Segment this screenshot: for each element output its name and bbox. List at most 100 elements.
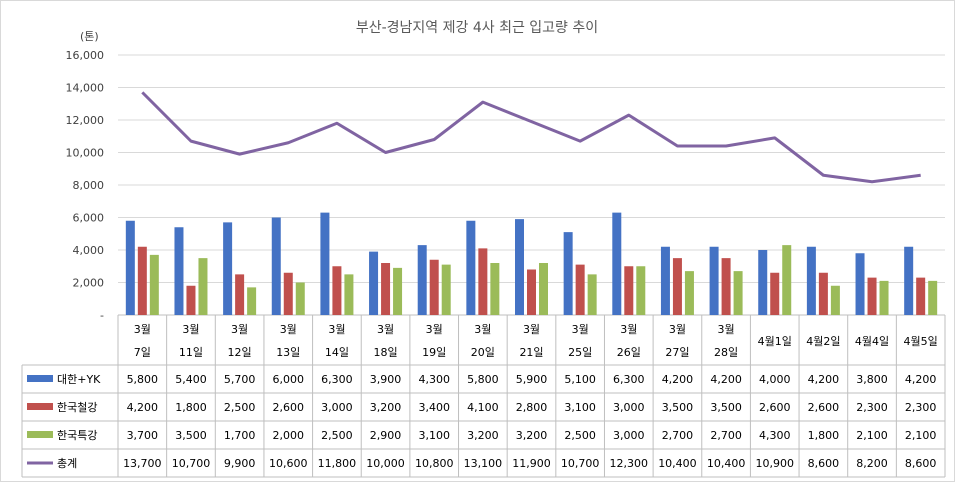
legend-label: 총계: [57, 457, 77, 470]
data-label: 2,500: [564, 429, 596, 442]
bar: [587, 274, 597, 315]
data-label: 4,200: [905, 373, 937, 386]
bar: [223, 222, 233, 315]
data-label: 10,000: [366, 457, 405, 470]
y-tick-label: 8,000: [73, 179, 105, 192]
data-label: 2,700: [662, 429, 694, 442]
data-label: 4,200: [808, 373, 840, 386]
data-label: 3,500: [662, 401, 694, 414]
data-label: 13,100: [464, 457, 503, 470]
y-tick-label: 12,000: [66, 114, 105, 127]
bar: [125, 220, 135, 315]
bar: [515, 219, 524, 315]
data-label: 8,200: [856, 457, 888, 470]
data-label: 4,200: [710, 373, 742, 386]
data-label: 10,600: [269, 457, 308, 470]
bar: [830, 285, 840, 315]
data-label: 2,100: [905, 429, 937, 442]
data-label: 11,800: [318, 457, 357, 470]
y-axis-unit: (톤): [80, 30, 99, 43]
category-label: 3월: [377, 323, 394, 336]
data-label: 2,500: [224, 401, 256, 414]
category-label: 3월: [523, 323, 540, 336]
data-label: 2,600: [808, 401, 840, 414]
bar: [539, 263, 548, 315]
category-label: 26일: [617, 345, 641, 359]
bar: [149, 254, 159, 315]
bar: [904, 246, 914, 315]
data-label: 5,700: [224, 373, 256, 386]
data-label: 2,700: [710, 429, 742, 442]
legend-label: 한국특강: [57, 429, 97, 442]
category-label: 19일: [422, 345, 446, 359]
category-label: 3월: [231, 323, 248, 336]
bar: [490, 263, 500, 315]
bar: [575, 264, 585, 315]
bar: [928, 280, 938, 315]
category-label: 11일: [179, 345, 203, 359]
category-label: 7일: [134, 345, 151, 359]
category-label: 20일: [471, 345, 495, 359]
data-label: 1,800: [175, 401, 207, 414]
bar: [478, 248, 488, 315]
data-label: 2,900: [370, 429, 402, 442]
y-tick-label: -: [100, 309, 104, 322]
data-label: 3,000: [613, 401, 645, 414]
data-label: 8,600: [808, 457, 840, 470]
data-label: 10,800: [415, 457, 454, 470]
bar: [563, 232, 573, 315]
data-label: 3,700: [127, 429, 159, 442]
data-label: 10,400: [658, 457, 697, 470]
legend-key: [27, 403, 53, 410]
bar: [137, 246, 147, 315]
data-label: 2,000: [273, 429, 305, 442]
bar: [417, 245, 427, 315]
data-label: 2,300: [905, 401, 937, 414]
data-label: 6,300: [321, 373, 353, 386]
data-label: 3,200: [516, 429, 548, 442]
chart-title: 부산-경남지역 제강 4사 최근 입고량 추이: [356, 20, 598, 36]
bar: [466, 220, 476, 315]
bar: [393, 267, 403, 315]
data-label: 6,300: [613, 373, 645, 386]
bar: [636, 266, 646, 315]
data-label: 1,700: [224, 429, 256, 442]
bar: [672, 258, 682, 315]
data-label: 4,100: [467, 401, 499, 414]
data-label: 2,300: [856, 401, 888, 414]
data-label: 4,300: [418, 373, 450, 386]
bar: [867, 277, 877, 315]
data-label: 3,900: [370, 373, 402, 386]
y-tick-label: 4,000: [73, 244, 105, 257]
y-tick-label: 10,000: [66, 147, 105, 160]
category-label: 18일: [373, 345, 397, 359]
bar: [806, 246, 816, 315]
bar: [879, 280, 889, 315]
data-label: 3,100: [418, 429, 450, 442]
bar: [684, 271, 694, 315]
category-label: 4월1일: [758, 334, 792, 348]
category-label: 12일: [228, 345, 252, 359]
category-label: 25일: [568, 345, 592, 359]
bar: [247, 287, 257, 315]
bar: [320, 212, 330, 315]
data-label: 4,200: [662, 373, 694, 386]
bar: [441, 264, 451, 315]
bar: [198, 258, 208, 315]
bar: [660, 246, 670, 315]
bar: [709, 246, 719, 315]
bar: [916, 277, 926, 315]
bar: [283, 272, 293, 315]
data-label: 3,500: [175, 429, 207, 442]
category-label: 3월: [572, 323, 589, 336]
bar: [855, 253, 865, 315]
data-label: 2,600: [273, 401, 305, 414]
data-label: 5,900: [516, 373, 548, 386]
data-label: 11,900: [512, 457, 551, 470]
data-label: 6,000: [273, 373, 305, 386]
bar: [369, 251, 379, 315]
data-label: 3,000: [613, 429, 645, 442]
bar: [186, 285, 196, 315]
bar: [295, 282, 305, 315]
